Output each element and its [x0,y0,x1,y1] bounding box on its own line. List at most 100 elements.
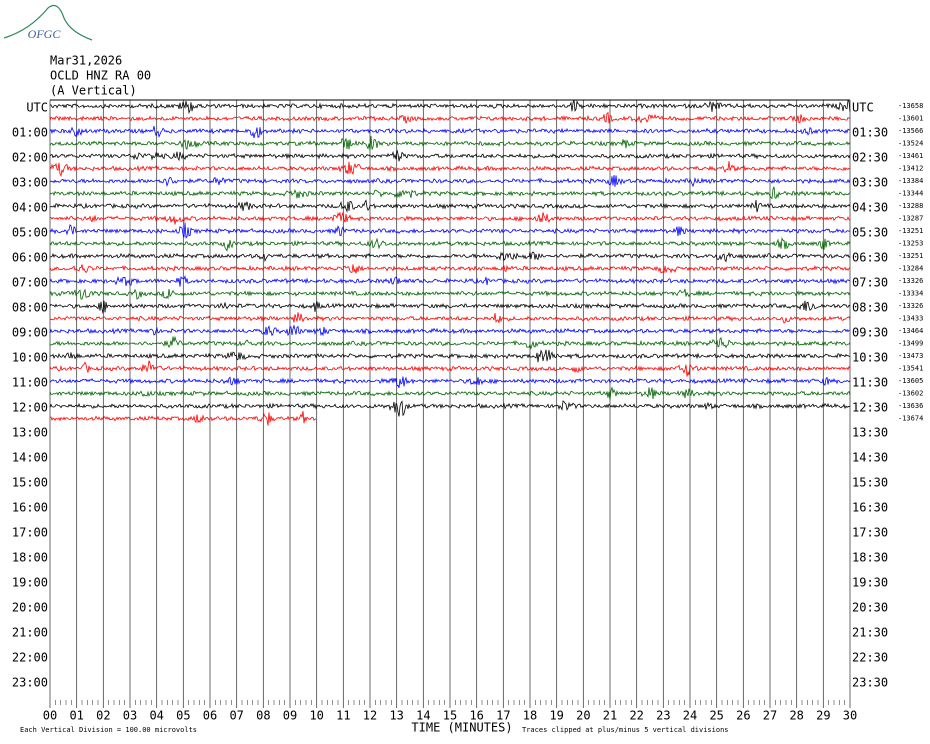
trace-offset: -13412 [898,165,923,173]
left-hour-label: 01:00 [12,126,48,140]
trace [49,264,851,274]
x-tick-label: 18 [523,709,537,723]
trace [49,161,851,177]
trace [49,312,851,324]
x-tick-label: 10 [309,709,323,723]
right-hour-label: 14:30 [852,451,888,465]
trace-offset: -13384 [898,177,923,185]
trace-offset: -13605 [898,377,923,385]
trace-offset: -13326 [898,277,923,285]
trace [49,386,851,401]
trace [49,251,851,263]
station: OCLD HNZ RA 00 [50,69,151,83]
scale-note: Each Vertical Division = 100.00 microvol… [20,726,197,734]
trace-offset: -13334 [898,290,923,298]
right-hour-label: 03:30 [852,176,888,190]
right-hour-label: 19:30 [852,576,888,590]
trace-offset: -13473 [898,352,923,360]
right-hour-label: 15:30 [852,476,888,490]
right-hour-label: 05:30 [852,226,888,240]
trace [49,222,850,239]
right-hour-label: 10:30 [852,351,888,365]
trace-offset: -13499 [898,340,923,348]
right-hour-label: 18:30 [852,551,888,565]
x-tick-label: 05 [176,709,190,723]
x-tick-label: 09 [283,709,297,723]
x-tick-label: 16 [469,709,483,723]
x-tick-label: 13 [389,709,403,723]
trace [49,324,851,337]
trace-offset: -13602 [898,390,923,398]
left-hour-label: 14:00 [12,451,48,465]
left-hour-label: 08:00 [12,301,48,315]
x-tick-label: 00 [43,709,57,723]
trace-offset: -13251 [898,252,923,260]
right-hour-label: 17:30 [852,526,888,540]
x-tick-label: 07 [229,709,243,723]
right-hour-label: 01:30 [852,126,888,140]
trace-offset: -13658 [898,102,923,110]
trace [49,175,851,188]
left-hour-label: UTC [26,101,48,115]
trace [49,300,851,314]
x-tick-label: 03 [123,709,137,723]
trace [49,400,851,417]
right-hour-label: 07:30 [852,276,888,290]
right-hour-label: 12:30 [852,401,888,415]
right-hour-label: UTC [852,101,874,115]
left-hour-label: 17:00 [12,526,48,540]
x-tick-label: 30 [843,709,857,723]
left-hour-label: 03:00 [12,176,48,190]
trace [49,275,851,287]
date: Mar31,2026 [50,54,122,68]
trace [49,288,851,300]
x-tick-label: 24 [683,709,697,723]
x-tick-label: 27 [763,709,777,723]
trace-offset: -13461 [898,152,923,160]
left-hour-label: 23:00 [12,676,48,690]
left-hour-label: 05:00 [12,226,48,240]
trace-offset: -13464 [898,327,923,335]
trace-offset: -13601 [898,115,923,123]
trace-offset: -13541 [898,365,923,373]
right-hour-label: 06:30 [852,251,888,265]
logo-text: OFGC [28,27,62,41]
x-tick-label: 26 [736,709,750,723]
x-tick-label: 25 [709,709,723,723]
trace [49,335,851,350]
x-tick-label: 17 [496,709,510,723]
left-hour-label: 04:00 [12,201,48,215]
right-hour-label: 20:30 [852,601,888,615]
x-tick-label: 15 [443,709,457,723]
trace [49,186,851,199]
trace [49,111,851,124]
right-hour-label: 22:30 [852,651,888,665]
trace-offset: -13287 [898,215,923,223]
trace [49,411,317,426]
right-hour-label: 16:30 [852,501,888,515]
trace [49,149,851,162]
x-tick-label: 14 [416,709,430,723]
trace-offset: -13566 [898,127,923,135]
left-hour-label: 16:00 [12,501,48,515]
x-tick-label: 28 [789,709,803,723]
x-axis-title: TIME (MINUTES) [411,721,512,735]
trace-offset: -13253 [898,240,923,248]
trace [49,376,851,388]
left-hour-label: 13:00 [12,426,48,440]
right-hour-label: 21:30 [852,626,888,640]
trace-offset: -13674 [898,415,923,423]
trace [49,349,851,363]
left-hour-label: 12:00 [12,401,48,415]
x-tick-label: 02 [96,709,110,723]
trace [49,126,851,139]
trace [50,212,851,225]
left-hour-label: 10:00 [12,351,48,365]
left-hour-label: 06:00 [12,251,48,265]
trace-offset: -13636 [898,402,923,410]
trace-offset: -13344 [898,190,923,198]
trace [49,99,851,115]
trace-offset: -13288 [898,202,923,210]
right-hour-label: 13:30 [852,426,888,440]
